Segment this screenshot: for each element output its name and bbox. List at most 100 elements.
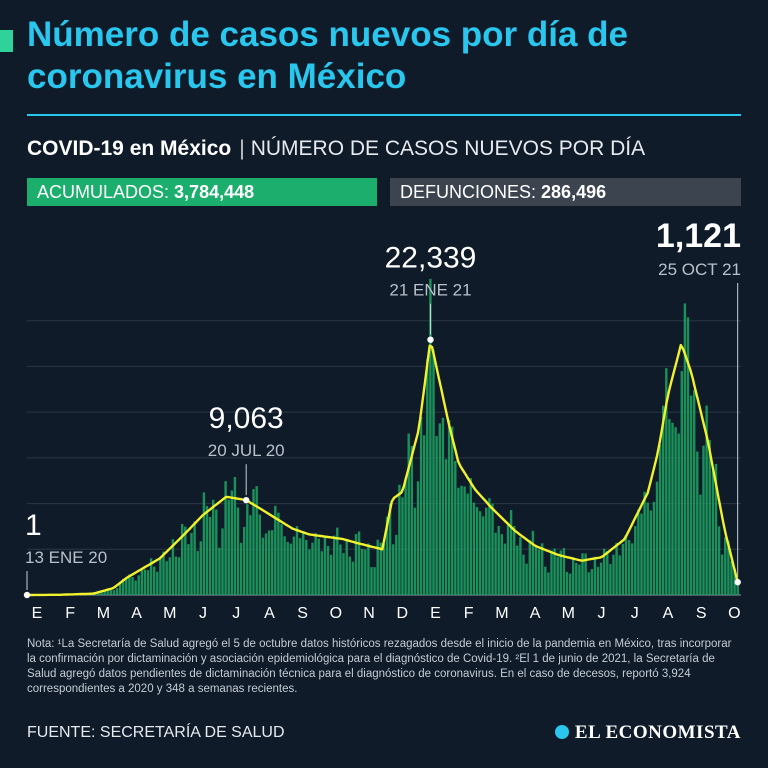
daily-bar xyxy=(686,317,690,595)
daily-bar xyxy=(646,502,649,595)
page-title: Número de casos nuevos por día de corona… xyxy=(27,15,628,96)
x-tick-label: E xyxy=(430,605,441,622)
daily-bar xyxy=(230,490,233,595)
daily-bar xyxy=(472,502,476,595)
x-tick-label: S xyxy=(297,605,308,622)
x-tick-label: F xyxy=(65,605,75,622)
daily-bar xyxy=(541,543,544,595)
daily-bar xyxy=(398,484,401,595)
daily-bar xyxy=(364,549,367,595)
annotation-value: 9,063 xyxy=(209,402,284,435)
daily-bar xyxy=(444,459,448,595)
daily-bar xyxy=(478,511,482,595)
daily-bar xyxy=(643,491,646,595)
x-tick-label: D xyxy=(396,605,408,622)
subtitle-country: COVID-19 en México xyxy=(27,137,232,160)
daily-bar xyxy=(115,588,119,595)
daily-bar xyxy=(118,583,122,595)
daily-bar xyxy=(655,481,659,595)
footnote-2: ²El 1 de junio de 2021, la Secretaría de… xyxy=(27,653,715,695)
chart-subtitle: COVID-19 en México | NÚMERO DE CASOS NUEVO… xyxy=(27,136,645,162)
x-tick-label: O xyxy=(330,605,342,622)
daily-bar xyxy=(572,557,575,595)
daily-bar xyxy=(137,575,140,595)
daily-bar xyxy=(314,533,317,595)
daily-bar xyxy=(165,561,168,595)
daily-bar xyxy=(730,561,733,595)
annotation-date: 13 ENE 20 xyxy=(25,548,107,567)
daily-bar xyxy=(624,534,628,595)
daily-bar xyxy=(534,545,538,595)
daily-bar xyxy=(156,571,159,595)
daily-bar xyxy=(162,551,165,595)
daily-bar xyxy=(665,368,668,595)
daily-bar xyxy=(218,547,221,595)
daily-bar xyxy=(494,532,497,595)
daily-cases-chart: 1 13 ENE 20 9,063 20 JUL 20 22,339 21 ENE 21 1… xyxy=(23,217,741,622)
daily-bar xyxy=(457,487,460,595)
daily-bar xyxy=(227,499,230,595)
daily-bar xyxy=(482,516,485,595)
daily-bar xyxy=(146,570,150,595)
daily-bar xyxy=(637,509,640,595)
daily-bar xyxy=(159,557,162,595)
daily-bar xyxy=(603,548,606,595)
cumulative-value: 3,784,448 xyxy=(174,182,255,202)
title-accent-bar xyxy=(0,30,13,52)
daily-bar xyxy=(606,551,609,595)
annotation-value: 1 xyxy=(25,509,42,542)
daily-bar xyxy=(416,481,420,595)
trend-line xyxy=(27,343,739,597)
daily-bar xyxy=(239,542,243,595)
daily-bar xyxy=(668,419,671,595)
x-tick-label: M xyxy=(495,605,508,622)
daily-bar xyxy=(131,577,134,595)
daily-bar xyxy=(333,535,336,595)
daily-bar xyxy=(109,590,112,595)
daily-bar xyxy=(593,556,597,595)
daily-bar xyxy=(454,461,457,595)
daily-bar xyxy=(581,553,584,595)
daily-bar xyxy=(388,503,392,595)
daily-bar xyxy=(199,541,202,595)
daily-bar xyxy=(627,540,631,595)
daily-bar xyxy=(329,554,333,595)
daily-bar xyxy=(631,543,634,595)
daily-bar xyxy=(447,420,451,595)
daily-bar xyxy=(537,549,541,595)
daily-bar xyxy=(153,566,156,595)
daily-bar xyxy=(311,542,314,595)
daily-bar xyxy=(724,537,727,595)
daily-bar xyxy=(705,405,708,595)
daily-bar xyxy=(274,505,277,595)
daily-bar xyxy=(426,359,429,595)
x-tick-label: J xyxy=(598,605,606,622)
daily-bar xyxy=(506,524,510,595)
deaths-box: DEFUNCIONES: 286,496 xyxy=(390,178,741,206)
daily-bar xyxy=(317,538,320,595)
annotation-dot xyxy=(23,591,31,599)
daily-bar xyxy=(401,497,404,595)
daily-bar xyxy=(202,492,206,595)
daily-bar xyxy=(181,524,184,595)
daily-bar xyxy=(519,537,522,595)
daily-bar xyxy=(298,538,302,595)
daily-bar xyxy=(509,510,513,595)
daily-bar xyxy=(171,539,175,595)
daily-bar xyxy=(621,543,625,595)
daily-bar xyxy=(289,543,292,595)
daily-bar xyxy=(342,553,345,595)
daily-bar xyxy=(463,486,466,595)
daily-bar xyxy=(438,423,441,595)
daily-bar xyxy=(721,554,724,595)
daily-bar xyxy=(255,486,258,595)
daily-bar xyxy=(376,539,379,595)
footnote: Nota: ¹La Secretaría de Salud agregó el … xyxy=(27,637,743,697)
daily-bar xyxy=(361,549,364,595)
daily-bar xyxy=(612,554,615,595)
daily-bar xyxy=(469,478,472,595)
daily-bar xyxy=(634,526,637,595)
daily-bar xyxy=(295,526,299,595)
daily-bar xyxy=(407,433,410,595)
daily-bar xyxy=(649,510,652,595)
